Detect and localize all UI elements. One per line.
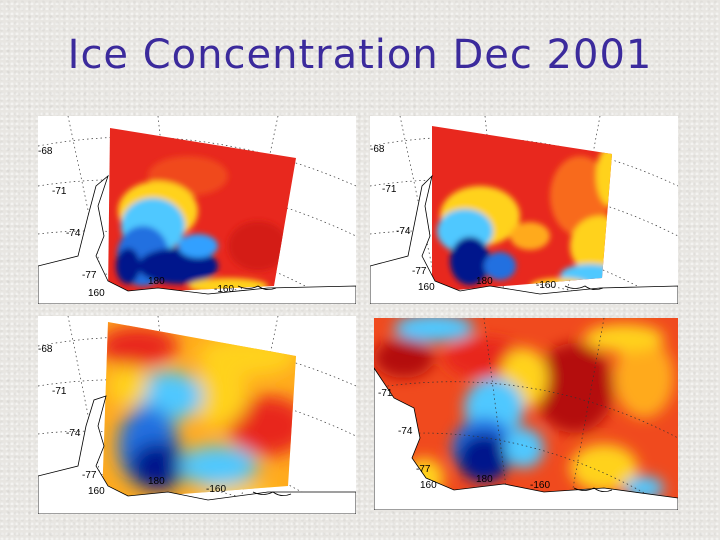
lat-label: -74 [396, 226, 411, 237]
lon-label: 180 [476, 474, 493, 485]
lon-label: -160 [214, 284, 234, 295]
lat-label: -74 [66, 228, 81, 239]
map-panel-bottom-left: -68 -71 -74 -77 160 180 -160 [38, 316, 356, 514]
lat-label: -68 [38, 146, 53, 157]
lon-label: 160 [88, 486, 105, 497]
ice-map-bottom-right: -71 -74 -77 160 180 -160 [374, 318, 678, 510]
lon-label: 180 [148, 476, 165, 487]
lon-label: -160 [530, 480, 550, 491]
lat-label: -74 [398, 426, 413, 437]
lat-label: -77 [82, 270, 97, 281]
lat-label: -77 [82, 470, 97, 481]
lat-label: -77 [412, 266, 427, 277]
map-panel-top-left: -68 -71 -74 -77 160 180 -160 [38, 116, 356, 304]
lat-label: -68 [370, 144, 385, 155]
lat-label: -74 [66, 428, 81, 439]
lat-label: -71 [382, 184, 397, 195]
ice-map-top-left: -68 -71 -74 -77 160 180 -160 [38, 116, 356, 304]
lon-label: 180 [148, 276, 165, 287]
lon-label: 180 [476, 276, 493, 287]
lon-label: 160 [88, 288, 105, 299]
ice-map-top-right: -68 -71 -74 -77 160 180 -160 [370, 116, 678, 304]
ice-map-bottom-left: -68 -71 -74 -77 160 180 -160 [38, 316, 356, 514]
lat-label: -71 [52, 186, 67, 197]
lat-label: -71 [52, 386, 67, 397]
lon-label: -160 [536, 280, 556, 291]
map-panel-top-right: -68 -71 -74 -77 160 180 -160 [370, 116, 678, 304]
slide-title: Ice Concentration Dec 2001 [67, 32, 653, 78]
lon-label: -160 [206, 484, 226, 495]
lat-label: -77 [416, 464, 431, 475]
lat-label: -68 [38, 344, 53, 355]
lon-label: 160 [420, 480, 437, 491]
lat-label: -71 [378, 388, 393, 399]
map-panel-bottom-right: -71 -74 -77 160 180 -160 [374, 318, 678, 510]
lon-label: 160 [418, 282, 435, 293]
